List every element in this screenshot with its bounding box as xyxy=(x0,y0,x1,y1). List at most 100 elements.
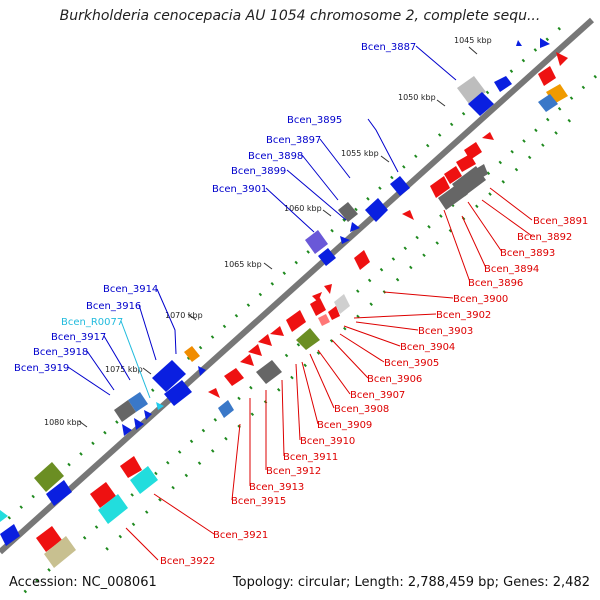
gene-rev-24 xyxy=(258,334,272,346)
leader-3916 xyxy=(138,304,157,361)
label-bcen-3901: Bcen_3901 xyxy=(212,184,267,195)
label-bcen-3887: Bcen_3887 xyxy=(361,42,416,53)
gene-fwd-17 xyxy=(128,392,148,412)
gene-rev-2 xyxy=(556,52,568,66)
gene-rev-13 xyxy=(402,210,414,220)
labels-right: Bcen_3891 Bcen_3892 Bcen_3893 Bcen_3894 … xyxy=(160,216,588,567)
chromosome-backbone xyxy=(0,17,595,555)
leader-3896 xyxy=(443,209,471,283)
label-bcen-3918: Bcen_3918 xyxy=(33,347,88,358)
leader-3899 xyxy=(286,169,347,221)
tick-label-1065: 1065 kbp xyxy=(224,260,262,269)
label-bcen-3902: Bcen_3902 xyxy=(436,310,491,321)
gene-fwd-8 xyxy=(338,202,358,222)
gene-rev-17 xyxy=(334,294,350,314)
gene-fwd-18 xyxy=(114,400,136,422)
gene-rev-14 xyxy=(354,250,370,270)
label-bcen-3894: Bcen_3894 xyxy=(484,264,539,275)
gene-fwd-22 xyxy=(122,424,132,436)
track-dots-outer-reverse xyxy=(16,74,598,600)
label-bcen-3897: Bcen_3897 xyxy=(266,135,321,146)
accession-text: Accession: NC_008061 xyxy=(9,575,157,590)
tick-1050 xyxy=(436,99,446,107)
label-bcen-3914: Bcen_3914 xyxy=(103,284,158,295)
label-bcen-3905: Bcen_3905 xyxy=(384,358,439,369)
leader-3895 xyxy=(367,118,399,173)
leader-3903 xyxy=(355,321,419,331)
gene-rev-5 xyxy=(482,132,494,140)
gene-fwd-11 xyxy=(305,230,328,254)
gene-fwd-15 xyxy=(152,360,186,392)
leader-3892 xyxy=(481,199,533,237)
label-bcen-3906: Bcen_3906 xyxy=(367,374,422,385)
leader-3911 xyxy=(281,379,285,457)
topology-summary-text: Topology: circular; Length: 2,788,459 bp… xyxy=(232,575,590,590)
gene-rev-31 xyxy=(120,456,142,478)
gene-fwd-26 xyxy=(0,524,20,546)
gene-fwd-1 xyxy=(540,38,550,48)
label-bcen-3911: Bcen_3911 xyxy=(283,452,338,463)
tick-1045 xyxy=(468,46,478,55)
label-bcen-r0077: Bcen_R0077 xyxy=(61,317,123,328)
gene-rev-26 xyxy=(240,354,254,366)
gene-rev-32 xyxy=(130,466,158,494)
gene-fwd-16 xyxy=(164,380,192,406)
leader-3887 xyxy=(415,45,457,81)
gene-rev-7 xyxy=(456,154,476,172)
gene-rev-16 xyxy=(312,292,322,302)
label-bcen-3915: Bcen_3915 xyxy=(231,496,286,507)
leader-3898 xyxy=(301,154,339,201)
gene-rev-9 xyxy=(444,166,462,184)
gene-fwd-19 xyxy=(156,402,164,410)
label-bcen-3903: Bcen_3903 xyxy=(418,326,473,337)
gene-rev-35 xyxy=(36,526,62,552)
gene-rev-10 xyxy=(430,176,450,198)
tick-marks xyxy=(78,46,478,428)
gene-rev-1 xyxy=(538,66,556,86)
tick-label-1060: 1060 kbp xyxy=(284,204,322,213)
label-bcen-3917: Bcen_3917 xyxy=(51,332,106,343)
label-bcen-3895: Bcen_3895 xyxy=(287,115,342,126)
leader-3918 xyxy=(86,350,115,391)
gene-fwd-10 xyxy=(340,236,350,244)
reverse-genes xyxy=(36,52,568,568)
tick-label-1045: 1045 kbp xyxy=(454,36,492,45)
gene-rev-25 xyxy=(248,344,262,356)
gene-rev-29 xyxy=(208,388,220,398)
gene-fwd-6 xyxy=(390,176,410,196)
label-bcen-3912: Bcen_3912 xyxy=(266,466,321,477)
gene-fwd-2 xyxy=(516,40,522,46)
leader-3905 xyxy=(339,333,385,363)
gene-rev-15 xyxy=(324,284,332,294)
gene-rev-20 xyxy=(328,306,340,320)
label-bcen-3909: Bcen_3909 xyxy=(317,420,372,431)
figure-title: Burkholderia cenocepacia AU 1054 chromos… xyxy=(59,8,541,24)
tick-1060 xyxy=(322,209,332,217)
tick-label-1055: 1055 kbp xyxy=(341,149,379,158)
gene-rev-12 xyxy=(438,182,468,210)
leader-3906 xyxy=(331,339,369,379)
gene-fwd-9 xyxy=(350,222,360,232)
leader-lines-right xyxy=(125,187,533,561)
gene-rev-19 xyxy=(318,314,330,326)
labels-left: Bcen_3887 Bcen_3895 Bcen_3897 Bcen_3898 … xyxy=(14,42,416,374)
tick-1075 xyxy=(142,367,152,375)
gene-fwd-14 xyxy=(198,366,206,376)
label-bcen-3896: Bcen_3896 xyxy=(468,278,523,289)
label-bcen-3892: Bcen_3892 xyxy=(517,232,572,243)
leader-3915 xyxy=(231,423,241,501)
leader-3894 xyxy=(461,215,487,269)
tick-label-1050: 1050 kbp xyxy=(398,93,436,102)
tick-1070 xyxy=(187,313,197,321)
gene-rev-28 xyxy=(224,368,244,386)
leader-3908 xyxy=(309,353,335,409)
gene-rev-22 xyxy=(296,328,320,350)
leader-3910 xyxy=(295,363,301,441)
leader-3921 xyxy=(153,493,215,535)
leader-3904 xyxy=(343,325,401,347)
gene-fwd-12 xyxy=(318,248,336,266)
leader-3909 xyxy=(301,361,319,425)
leader-3914 xyxy=(156,288,177,355)
label-bcen-3904: Bcen_3904 xyxy=(400,342,455,353)
